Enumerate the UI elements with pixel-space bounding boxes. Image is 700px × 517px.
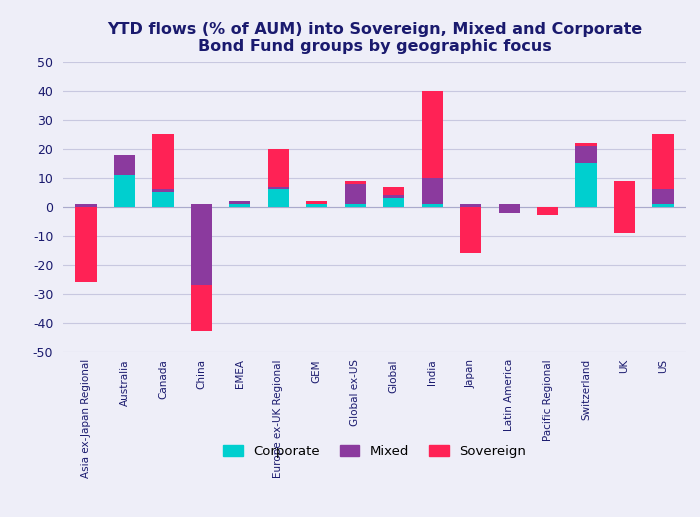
Bar (306, 204, 328, 207)
Bar (344, 204, 366, 207)
Bar (268, 187, 289, 189)
Bar (306, 201, 328, 204)
Bar (191, 204, 212, 207)
Bar (652, 134, 673, 189)
Bar (268, 149, 289, 187)
Bar (153, 192, 174, 207)
Bar (114, 155, 135, 175)
Bar (498, 204, 519, 212)
Bar (383, 195, 405, 198)
Bar (652, 189, 673, 204)
Bar (191, 204, 212, 285)
Bar (460, 204, 481, 207)
Title: YTD flows (% of AUM) into Sovereign, Mixed and Corporate
Bond Fund groups by geo: YTD flows (% of AUM) into Sovereign, Mix… (107, 22, 642, 54)
Bar (421, 204, 443, 207)
Bar (537, 207, 558, 216)
Bar (652, 204, 673, 207)
Bar (344, 181, 366, 204)
Bar (421, 91, 443, 178)
Bar (460, 207, 481, 253)
Bar (114, 175, 135, 207)
Bar (230, 201, 251, 204)
Bar (153, 189, 174, 192)
Bar (614, 195, 635, 233)
Bar (191, 285, 212, 331)
Bar (268, 189, 289, 207)
Bar (421, 178, 443, 204)
Bar (230, 204, 251, 207)
Bar (76, 207, 97, 282)
Bar (76, 204, 97, 207)
Bar (575, 143, 596, 146)
Bar (614, 195, 635, 207)
Bar (614, 181, 635, 233)
Bar (575, 163, 596, 207)
Bar (76, 204, 97, 207)
Bar (383, 187, 405, 195)
Bar (498, 204, 519, 207)
Bar (153, 134, 174, 189)
Bar (460, 204, 481, 207)
Bar (575, 146, 596, 163)
Legend: Corporate, Mixed, Sovereign: Corporate, Mixed, Sovereign (218, 439, 531, 463)
Bar (383, 198, 405, 207)
Bar (344, 181, 366, 184)
